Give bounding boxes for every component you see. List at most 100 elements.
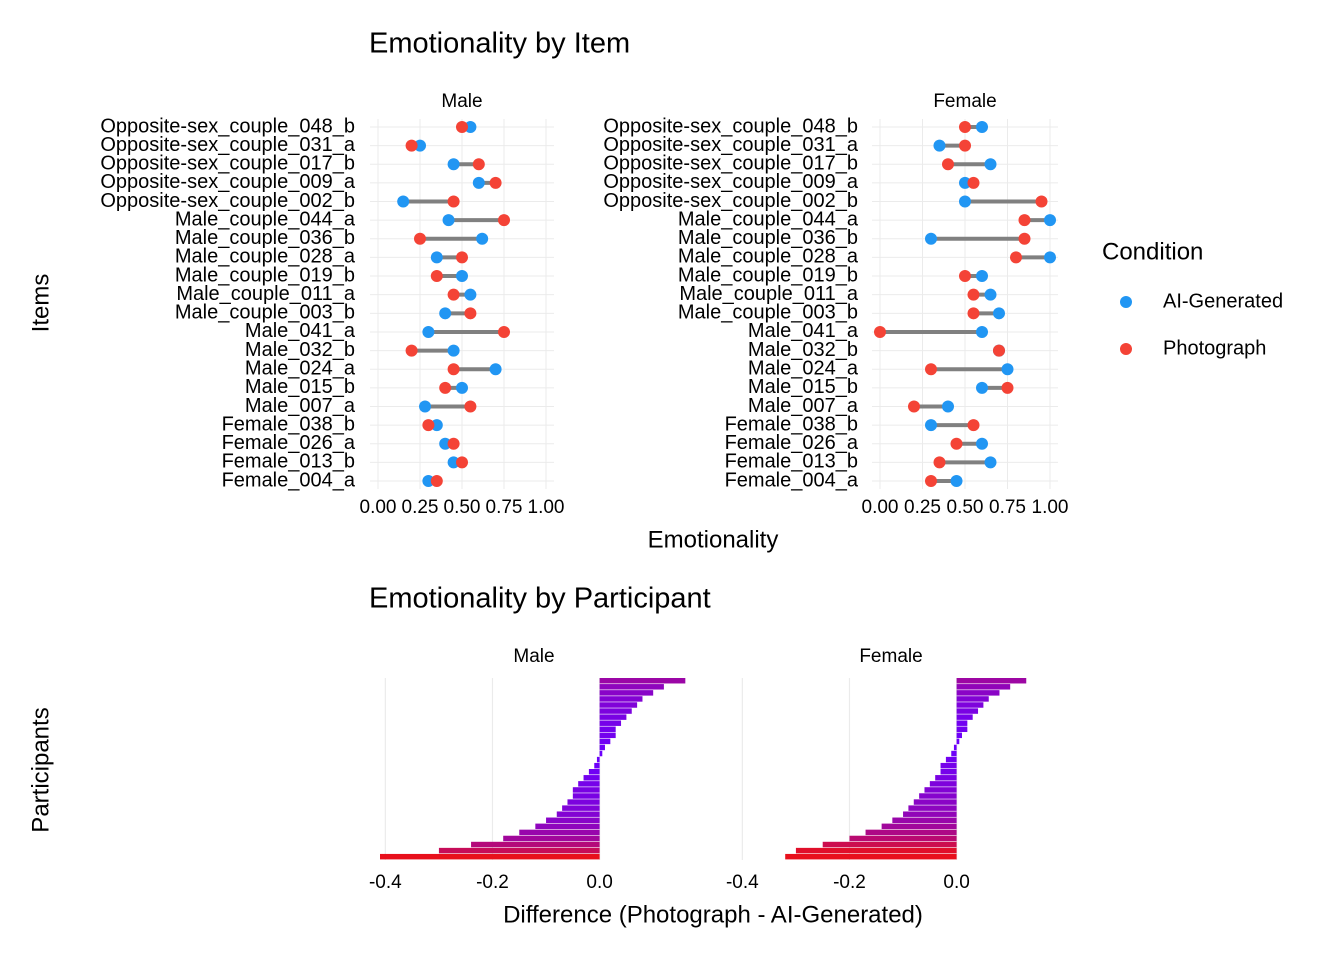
- bar: [599, 732, 616, 739]
- point: [430, 475, 443, 487]
- y-tick-label: Female_026_a: [222, 432, 356, 454]
- bar: [578, 781, 600, 787]
- bar: [956, 678, 1027, 684]
- bar: [892, 817, 957, 823]
- point: [959, 139, 971, 152]
- point: [1044, 214, 1056, 227]
- point: [1018, 214, 1031, 227]
- point: [439, 307, 452, 320]
- y-tick-label: Opposite-sex_couple_048_b: [603, 115, 858, 137]
- bar: [903, 811, 957, 817]
- bar: [599, 744, 605, 751]
- x-tick-label: 0.50: [947, 497, 984, 518]
- bar: [380, 853, 600, 860]
- bar: [596, 756, 600, 763]
- bar: [594, 762, 600, 769]
- x-tick-label: 0.0: [586, 872, 612, 893]
- bar: [588, 769, 600, 775]
- y-tick-label: Opposite-sex_couple_009_a: [100, 171, 356, 193]
- bar: [535, 823, 600, 830]
- legend-label: AI-Generated: [1163, 290, 1283, 312]
- y-tick-label: Female_013_b: [222, 451, 355, 473]
- bar: [785, 853, 957, 860]
- y-tick-label: Male_032_b: [748, 339, 858, 361]
- point: [967, 176, 980, 189]
- y-tick-label: Male_couple_003_b: [678, 302, 858, 324]
- bar: [519, 829, 600, 836]
- point: [976, 325, 988, 338]
- point: [456, 381, 468, 394]
- point: [447, 288, 460, 301]
- y-tick-label: Opposite-sex_couple_002_b: [100, 190, 355, 212]
- y-tick-label: Female_004_a: [222, 469, 356, 491]
- x-tick-label: 0.75: [486, 497, 523, 518]
- x-axis-label: Difference (Photograph - AI-Generated): [503, 901, 923, 928]
- bar: [503, 835, 600, 842]
- bar: [865, 829, 957, 836]
- bar: [940, 762, 957, 769]
- point: [993, 344, 1005, 357]
- y-tick-label: Male_032_b: [245, 339, 355, 361]
- bar: [919, 793, 957, 799]
- bar: [956, 696, 989, 702]
- point: [447, 363, 460, 376]
- point: [498, 214, 510, 227]
- bar: [471, 841, 600, 848]
- y-axis-label: Items: [27, 274, 54, 333]
- point: [489, 176, 502, 189]
- point: [464, 400, 477, 413]
- bar: [951, 750, 957, 757]
- y-tick-label: Opposite-sex_couple_002_b: [603, 190, 858, 212]
- y-axis-label: Participants: [27, 707, 54, 832]
- bar: [556, 811, 600, 817]
- legend-key: [1120, 343, 1132, 355]
- point: [472, 158, 485, 171]
- point: [925, 419, 937, 432]
- point: [414, 232, 426, 245]
- bar: [913, 799, 957, 805]
- point: [1035, 195, 1048, 208]
- bar: [945, 756, 957, 763]
- point: [967, 307, 980, 320]
- point: [959, 121, 971, 133]
- x-tick-label: 0.25: [402, 497, 439, 518]
- point: [439, 381, 452, 394]
- point: [959, 195, 971, 208]
- y-tick-label: Opposite-sex_couple_017_b: [603, 153, 858, 175]
- point: [464, 121, 477, 133]
- bar: [956, 690, 1000, 696]
- point: [419, 400, 432, 413]
- y-tick-label: Opposite-sex_couple_048_b: [100, 115, 355, 137]
- y-tick-label: Male_couple_019_b: [175, 264, 355, 286]
- y-tick-label: Male_couple_036_b: [175, 227, 355, 249]
- point: [1044, 251, 1056, 264]
- point: [933, 456, 946, 469]
- y-tick-label: Male_041_a: [245, 320, 356, 342]
- y-tick-label: Male_024_a: [748, 357, 859, 379]
- bar: [599, 738, 611, 745]
- x-tick-label: 0.00: [360, 497, 397, 518]
- bar: [956, 720, 968, 726]
- point: [472, 176, 485, 189]
- point: [976, 270, 988, 283]
- x-tick-label: -0.4: [726, 872, 759, 893]
- point: [447, 437, 460, 450]
- point: [476, 232, 489, 245]
- point: [430, 251, 443, 264]
- bar: [572, 787, 600, 793]
- x-axis-label: Emotionality: [648, 526, 779, 553]
- bar: [572, 793, 600, 799]
- y-tick-label: Male_015_b: [748, 376, 858, 398]
- bar: [940, 769, 957, 775]
- point: [456, 251, 468, 264]
- point: [489, 363, 502, 376]
- point: [993, 307, 1005, 320]
- y-tick-label: Opposite-sex_couple_031_a: [100, 134, 356, 156]
- point: [967, 419, 980, 432]
- y-tick-label: Opposite-sex_couple_031_a: [603, 134, 859, 156]
- bar: [953, 744, 957, 751]
- legend-key: [1120, 296, 1132, 308]
- point: [430, 270, 443, 283]
- bar: [583, 775, 600, 781]
